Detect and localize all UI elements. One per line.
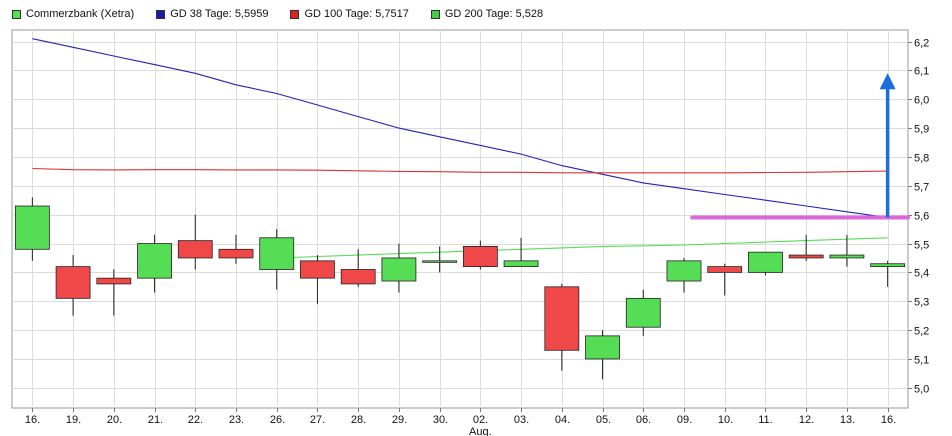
y-tick-label: 5,8 — [914, 153, 929, 165]
legend-label-commerzbank: Commerzbank (Xetra) — [26, 8, 135, 20]
x-tick-label: 21. — [148, 414, 163, 426]
y-tick-label: 5,1 — [914, 355, 929, 367]
legend-swatch-gd200 — [430, 9, 440, 19]
y-tick-label: 5,2 — [914, 326, 929, 338]
y-tick-label: 5,0 — [914, 384, 929, 396]
legend-swatch-gd38 — [156, 9, 166, 19]
candle-body — [544, 286, 580, 351]
candle-body — [218, 248, 254, 259]
x-tick-label: 16. — [25, 414, 40, 426]
x-tick-label: 05. — [596, 414, 611, 426]
x-tick-label: 02. — [473, 414, 488, 426]
candle-body — [462, 246, 498, 268]
x-tick-label: 06. — [636, 414, 651, 426]
y-tick-label: 5,7 — [914, 182, 929, 194]
x-tick-label: 09. — [677, 414, 692, 426]
candle-body — [96, 277, 132, 285]
candle-body — [137, 243, 172, 279]
x-tick-label: 19. — [66, 414, 81, 426]
candle-body — [707, 266, 743, 273]
candle-body — [829, 254, 865, 259]
x-tick-label: 13. — [840, 414, 855, 426]
candle-body — [340, 269, 376, 285]
candle-body — [788, 254, 824, 259]
y-tick-label: 6,1 — [914, 66, 929, 78]
legend-label-gd38: GD 38 Tage: 5,5959 — [170, 8, 269, 20]
y-tick-label: 5,6 — [914, 211, 929, 223]
legend-item-gd38: GD 38 Tage: 5,5959 — [156, 8, 268, 20]
gd100-line — [32, 167, 888, 174]
x-tick-label: 10. — [718, 414, 733, 426]
candle-body — [259, 237, 295, 270]
legend-item-commerzbank: Commerzbank (Xetra) — [12, 8, 134, 20]
y-tick-label: 5,5 — [914, 240, 929, 252]
gd38-line — [32, 38, 888, 219]
legend-item-gd200: GD 200 Tage: 5,528 — [430, 8, 544, 20]
x-tick-label: 26. — [270, 414, 285, 426]
legend-label-gd100: GD 100 Tage: 5,7517 — [304, 8, 409, 20]
x-tick-label: 30. — [433, 414, 448, 426]
candle-body — [177, 240, 213, 259]
candle-body — [381, 257, 417, 282]
x-tick-label: 12. — [799, 414, 814, 426]
x-tick-label: 11. — [758, 414, 772, 426]
chart-legend: Commerzbank (Xetra) GD 38 Tage: 5,5959 G… — [12, 8, 565, 20]
y-tick-label: 5,3 — [914, 297, 929, 309]
candle-body — [503, 260, 539, 268]
y-tick-label: 6,2 — [914, 38, 929, 50]
x-tick-label: 04. — [555, 414, 570, 426]
legend-swatch-commerzbank — [12, 9, 21, 19]
legend-label-gd200: GD 200 Tage: 5,528 — [444, 8, 544, 20]
legend-swatch-gd100 — [290, 9, 300, 19]
y-tick-label: 5,9 — [914, 124, 929, 136]
y-tick-label: 6,0 — [914, 95, 929, 107]
candle-body — [300, 260, 335, 279]
candle-body — [14, 205, 50, 250]
x-tick-label: 16. — [881, 414, 896, 426]
gd200-line — [276, 237, 888, 259]
candle-body — [55, 266, 91, 299]
arrow-head-icon — [879, 73, 896, 90]
x-tick-label: 20. — [107, 414, 122, 426]
x-tick-label: 03. — [514, 414, 529, 426]
legend-item-gd100: GD 100 Tage: 5,7517 — [290, 8, 409, 20]
x-tick-label: 27. — [310, 414, 325, 426]
candle-body — [870, 263, 906, 268]
candle-body — [585, 335, 620, 360]
candle-body — [422, 260, 458, 263]
x-tick-label: 23. — [229, 414, 244, 426]
y-tick-label: 5,4 — [914, 268, 929, 280]
x-tick-label: 28. — [351, 414, 366, 426]
candle-body — [748, 251, 783, 273]
x-tick-label: 22. — [188, 414, 203, 426]
x-tick-label: 29. — [392, 414, 407, 426]
candle-body — [666, 260, 702, 282]
candle-body — [625, 297, 661, 328]
x-month-label: Aug. — [469, 426, 492, 436]
